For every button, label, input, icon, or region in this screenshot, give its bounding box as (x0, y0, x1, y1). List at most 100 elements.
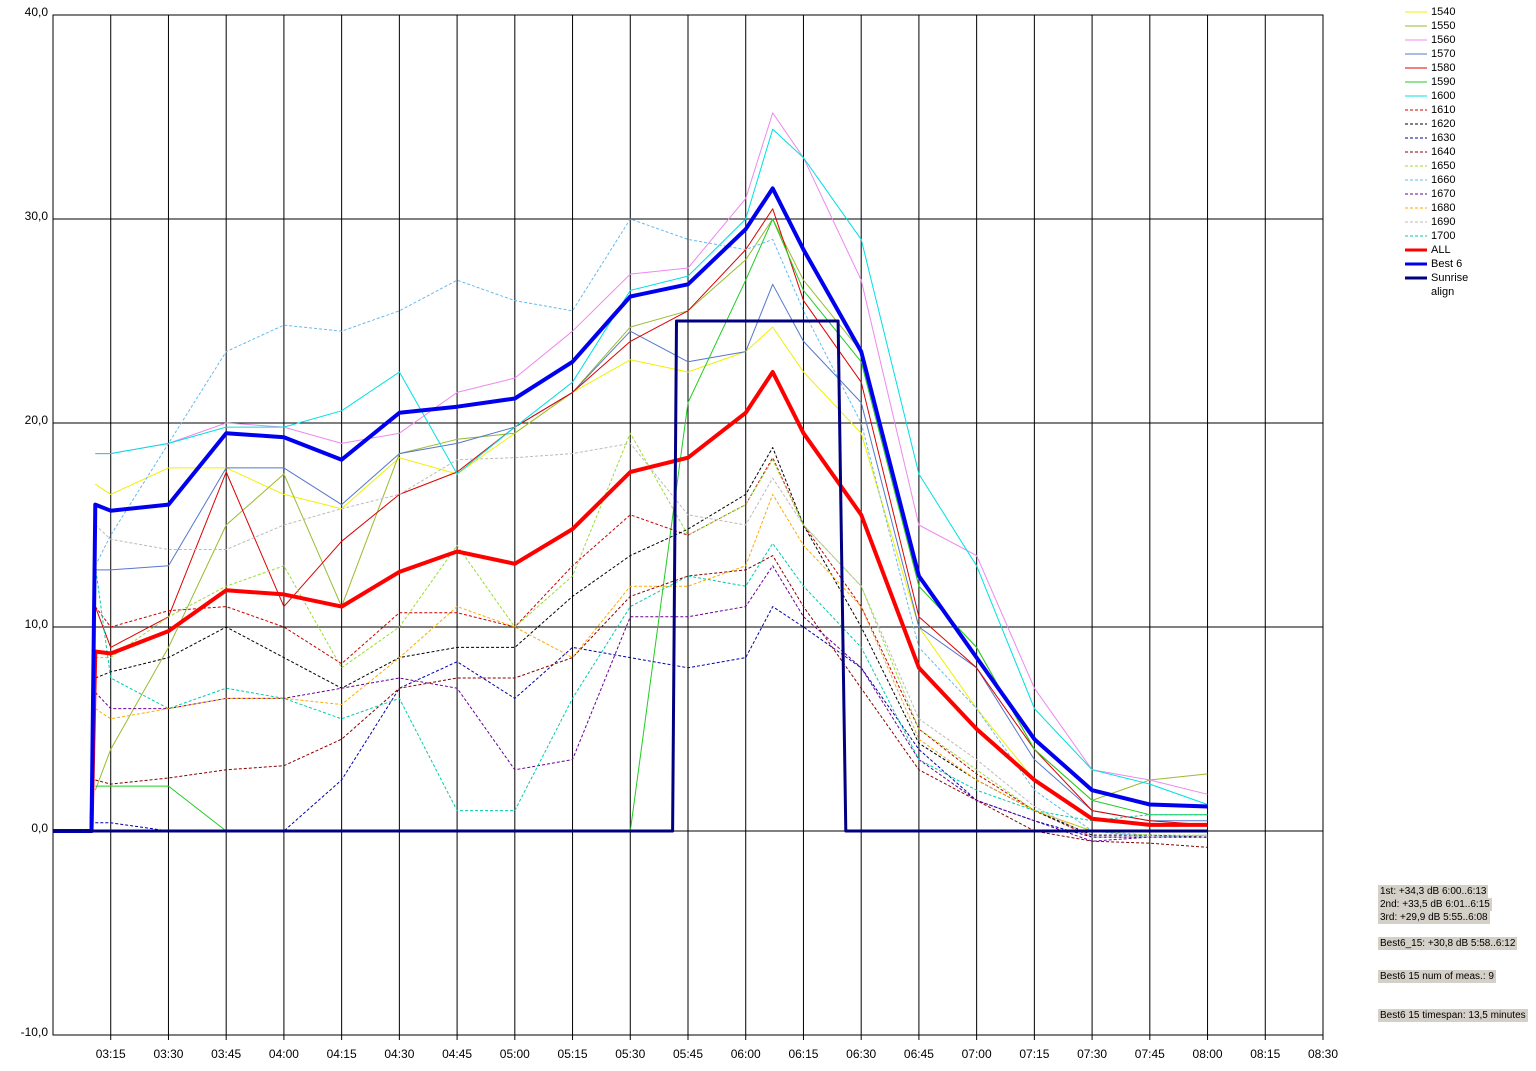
series-line (95, 493, 1208, 832)
legend-label: 1560 (1431, 34, 1456, 46)
legend-label: 1630 (1431, 132, 1456, 144)
series-line (95, 326, 1208, 826)
x-tick-label: 08:15 (1250, 1047, 1280, 1061)
legend-item: Best 6 (1403, 257, 1493, 271)
series-line (94, 565, 1208, 842)
series-line (95, 555, 1208, 848)
legend-item: 1660 (1403, 173, 1493, 187)
legend-swatch (1405, 39, 1427, 41)
legend-label: 1620 (1431, 118, 1456, 130)
x-tick-label: 05:00 (500, 1047, 530, 1061)
annotation: Best6_15: +30,8 dB 5:58..6:12 (1378, 937, 1518, 950)
legend-swatch (1405, 221, 1427, 223)
legend-item: 1560 (1403, 33, 1493, 47)
series-line (94, 542, 1208, 822)
legend-item: 1680 (1403, 201, 1493, 215)
legend-label: 1590 (1431, 76, 1456, 88)
x-tick-label: 03:30 (153, 1047, 183, 1061)
legend-swatch (1405, 151, 1427, 153)
x-tick-label: 07:00 (962, 1047, 992, 1061)
legend-label: 1680 (1431, 202, 1456, 214)
legend-item: 1610 (1403, 103, 1493, 117)
legend-swatch (1405, 95, 1427, 97)
series-line (53, 319, 1208, 833)
legend-swatch (1405, 25, 1427, 27)
legend-item: 1600 (1403, 89, 1493, 103)
x-tick-label: 04:30 (384, 1047, 414, 1061)
legend-swatch (1405, 123, 1427, 125)
x-tick-label: 06:30 (846, 1047, 876, 1061)
y-tick-label: 0,0 (31, 821, 48, 835)
legend-swatch (1405, 11, 1427, 13)
annotation: Best6 15 timespan: 13,5 minutes (1378, 1009, 1528, 1022)
x-tick-label: 03:15 (96, 1047, 126, 1061)
legend-item: 1650 (1403, 159, 1493, 173)
x-tick-label: 03:45 (211, 1047, 241, 1061)
legend-swatch (1405, 262, 1427, 266)
legend-label: 1650 (1431, 160, 1456, 172)
legend-label: Sunrise align (1431, 272, 1469, 298)
legend-item: 1570 (1403, 47, 1493, 61)
legend-label: 1550 (1431, 20, 1456, 32)
legend-item: 1700 (1403, 229, 1493, 243)
annotation: Best6 15 num of meas.: 9 (1378, 970, 1496, 983)
x-tick-label: 07:15 (1019, 1047, 1049, 1061)
y-tick-label: 10,0 (25, 617, 49, 631)
legend-label: 1580 (1431, 62, 1456, 74)
legend-item: 1590 (1403, 75, 1493, 89)
x-tick-label: 05:30 (615, 1047, 645, 1061)
legend-item: 1540 (1403, 5, 1493, 19)
legend-swatch (1405, 81, 1427, 83)
series-line (53, 186, 1208, 833)
legend-item: ALL (1403, 243, 1493, 257)
series-line (95, 128, 1208, 805)
legend-swatch (1405, 235, 1427, 237)
x-tick-label: 04:15 (327, 1047, 357, 1061)
legend-swatch (1405, 53, 1427, 55)
x-tick-label: 06:15 (788, 1047, 818, 1061)
series-line (53, 370, 1208, 833)
legend-item: 1620 (1403, 117, 1493, 131)
series-line (95, 447, 1208, 838)
x-tick-label: 05:15 (558, 1047, 588, 1061)
y-tick-label: 40,0 (25, 5, 49, 19)
legend-swatch (1405, 67, 1427, 69)
legend-label: 1640 (1431, 146, 1456, 158)
legend-item: 1690 (1403, 215, 1493, 229)
legend-label: 1660 (1431, 174, 1456, 186)
x-tick-label: 04:45 (442, 1047, 472, 1061)
legend-item: 1550 (1403, 19, 1493, 33)
legend-item: Sunrise align (1403, 271, 1493, 299)
legend-label: 1670 (1431, 188, 1456, 200)
series-line (95, 432, 1208, 836)
y-tick-label: 30,0 (25, 209, 49, 223)
legend-label: ALL (1431, 244, 1451, 256)
legend-swatch (1405, 109, 1427, 111)
legend-swatch (1405, 193, 1427, 195)
legend-swatch (1405, 207, 1427, 209)
legend-item: 1670 (1403, 187, 1493, 201)
y-tick-label: -10,0 (21, 1025, 49, 1039)
legend-item: 1580 (1403, 61, 1493, 75)
legend-label: 1690 (1431, 216, 1456, 228)
x-tick-label: 05:45 (673, 1047, 703, 1061)
legend-swatch (1405, 165, 1427, 167)
series-line (94, 457, 1208, 838)
annotation: 3rd: +29,9 dB 5:55..6:08 (1378, 911, 1490, 924)
x-tick-label: 08:30 (1308, 1047, 1338, 1061)
legend-label: 1570 (1431, 48, 1456, 60)
legend-label: 1600 (1431, 90, 1456, 102)
x-tick-label: 06:45 (904, 1047, 934, 1061)
annotation: 1st: +34,3 dB 6:00..6:13 (1378, 885, 1489, 898)
x-tick-label: 07:45 (1135, 1047, 1165, 1061)
legend-swatch (1405, 137, 1427, 139)
legend-label: 1540 (1431, 6, 1456, 18)
x-tick-label: 04:00 (269, 1047, 299, 1061)
series-line (95, 283, 1208, 822)
y-tick-label: 20,0 (25, 413, 49, 427)
legend-label: 1610 (1431, 104, 1456, 116)
series-line (94, 208, 1208, 826)
series-line (94, 442, 1208, 838)
